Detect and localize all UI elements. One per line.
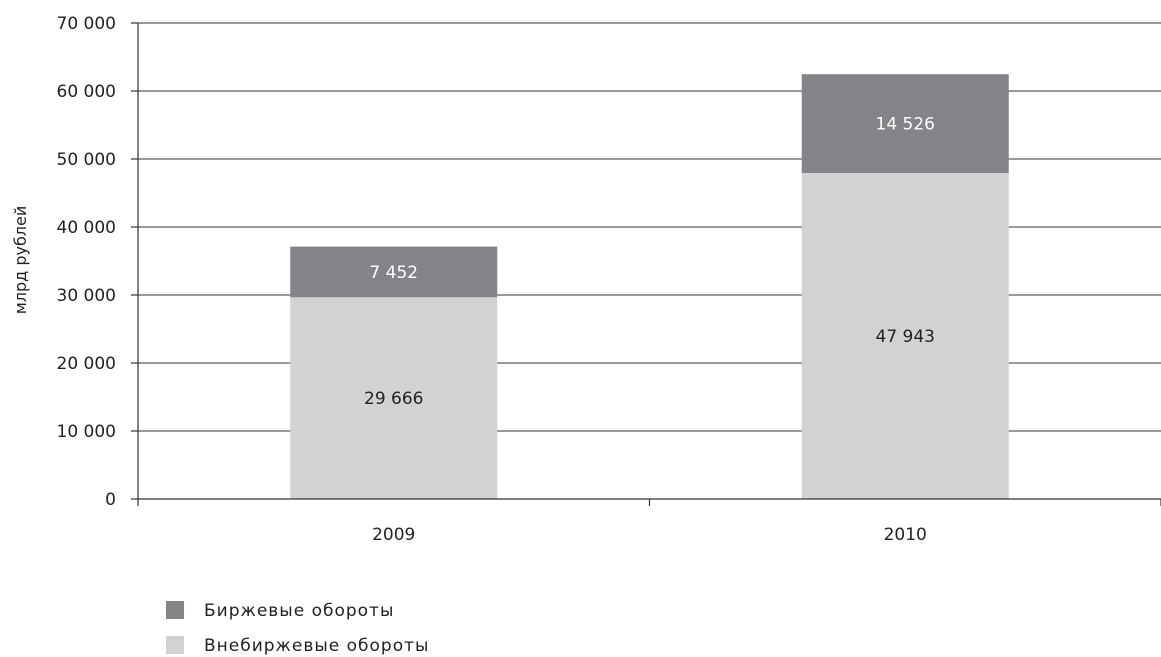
- legend-swatch-0: [166, 601, 184, 619]
- y-tick-label-5: 50 000: [57, 150, 116, 170]
- x-tick-labels: 2009 2010: [372, 525, 927, 545]
- bars: [290, 74, 1009, 499]
- y-tick-label-1: 10 000: [57, 422, 116, 442]
- y-tick-label-7: 70 000: [57, 14, 116, 34]
- legend-label-1: Внебиржевые обороты: [204, 636, 429, 656]
- bar-2009-series-1: [290, 246, 498, 298]
- y-tick-label-4: 40 000: [57, 218, 116, 238]
- bar-2010-series-0: [801, 172, 1009, 499]
- legend-label-0: Биржевые обороты: [204, 601, 394, 621]
- y-tick-label-2: 20 000: [57, 354, 116, 374]
- data-labels: 29 666 7 452 47 943 14 526: [364, 115, 935, 410]
- data-label-2010-series-1: 14 526: [876, 115, 935, 135]
- x-tick-label-2010: 2010: [884, 525, 927, 545]
- axes: [131, 22, 1161, 506]
- bar-2010-series-1: [801, 74, 1009, 173]
- y-tick-label-6: 60 000: [57, 82, 116, 102]
- data-label-2009-series-0: 29 666: [364, 389, 423, 409]
- legend: Биржевые обороты Внебиржевые обороты: [166, 601, 429, 656]
- y-tick-label-0: 0: [105, 490, 116, 510]
- y-axis-label: млрд рублей: [11, 206, 30, 315]
- x-tick-label-2009: 2009: [372, 525, 415, 545]
- y-tick-labels: 0 10 000 20 000 30 000 40 000 50 000 60 000 70 …: [57, 14, 116, 510]
- data-label-2010-series-0: 47 943: [876, 327, 935, 347]
- data-label-2009-series-1: 7 452: [369, 263, 418, 283]
- y-tick-label-3: 30 000: [57, 286, 116, 306]
- legend-swatch-1: [166, 636, 184, 654]
- bar-2009-series-0: [290, 297, 498, 499]
